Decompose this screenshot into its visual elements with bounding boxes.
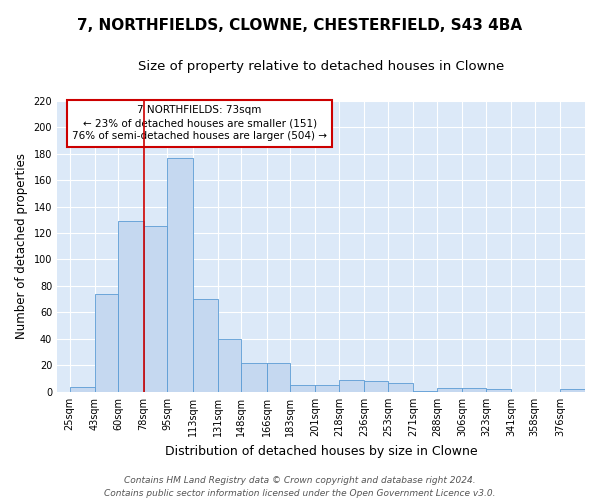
Bar	[241, 363, 266, 392]
Bar	[486, 390, 511, 392]
Y-axis label: Number of detached properties: Number of detached properties	[15, 153, 28, 339]
Bar	[364, 382, 388, 392]
Bar	[339, 380, 364, 392]
Text: 7 NORTHFIELDS: 73sqm
← 23% of detached houses are smaller (151)
76% of semi-deta: 7 NORTHFIELDS: 73sqm ← 23% of detached h…	[72, 105, 327, 142]
Bar	[95, 294, 118, 392]
Bar	[413, 390, 437, 392]
Text: Contains HM Land Registry data © Crown copyright and database right 2024.
Contai: Contains HM Land Registry data © Crown c…	[104, 476, 496, 498]
X-axis label: Distribution of detached houses by size in Clowne: Distribution of detached houses by size …	[165, 444, 478, 458]
Bar	[290, 386, 316, 392]
Bar	[388, 382, 413, 392]
Bar	[266, 363, 290, 392]
Bar	[70, 386, 95, 392]
Title: Size of property relative to detached houses in Clowne: Size of property relative to detached ho…	[138, 60, 504, 73]
Bar	[560, 390, 585, 392]
Bar	[118, 221, 143, 392]
Bar	[143, 226, 167, 392]
Bar	[437, 388, 462, 392]
Bar	[218, 339, 241, 392]
Bar	[316, 386, 339, 392]
Bar	[462, 388, 486, 392]
Bar	[193, 299, 218, 392]
Bar	[167, 158, 193, 392]
Text: 7, NORTHFIELDS, CLOWNE, CHESTERFIELD, S43 4BA: 7, NORTHFIELDS, CLOWNE, CHESTERFIELD, S4…	[77, 18, 523, 32]
